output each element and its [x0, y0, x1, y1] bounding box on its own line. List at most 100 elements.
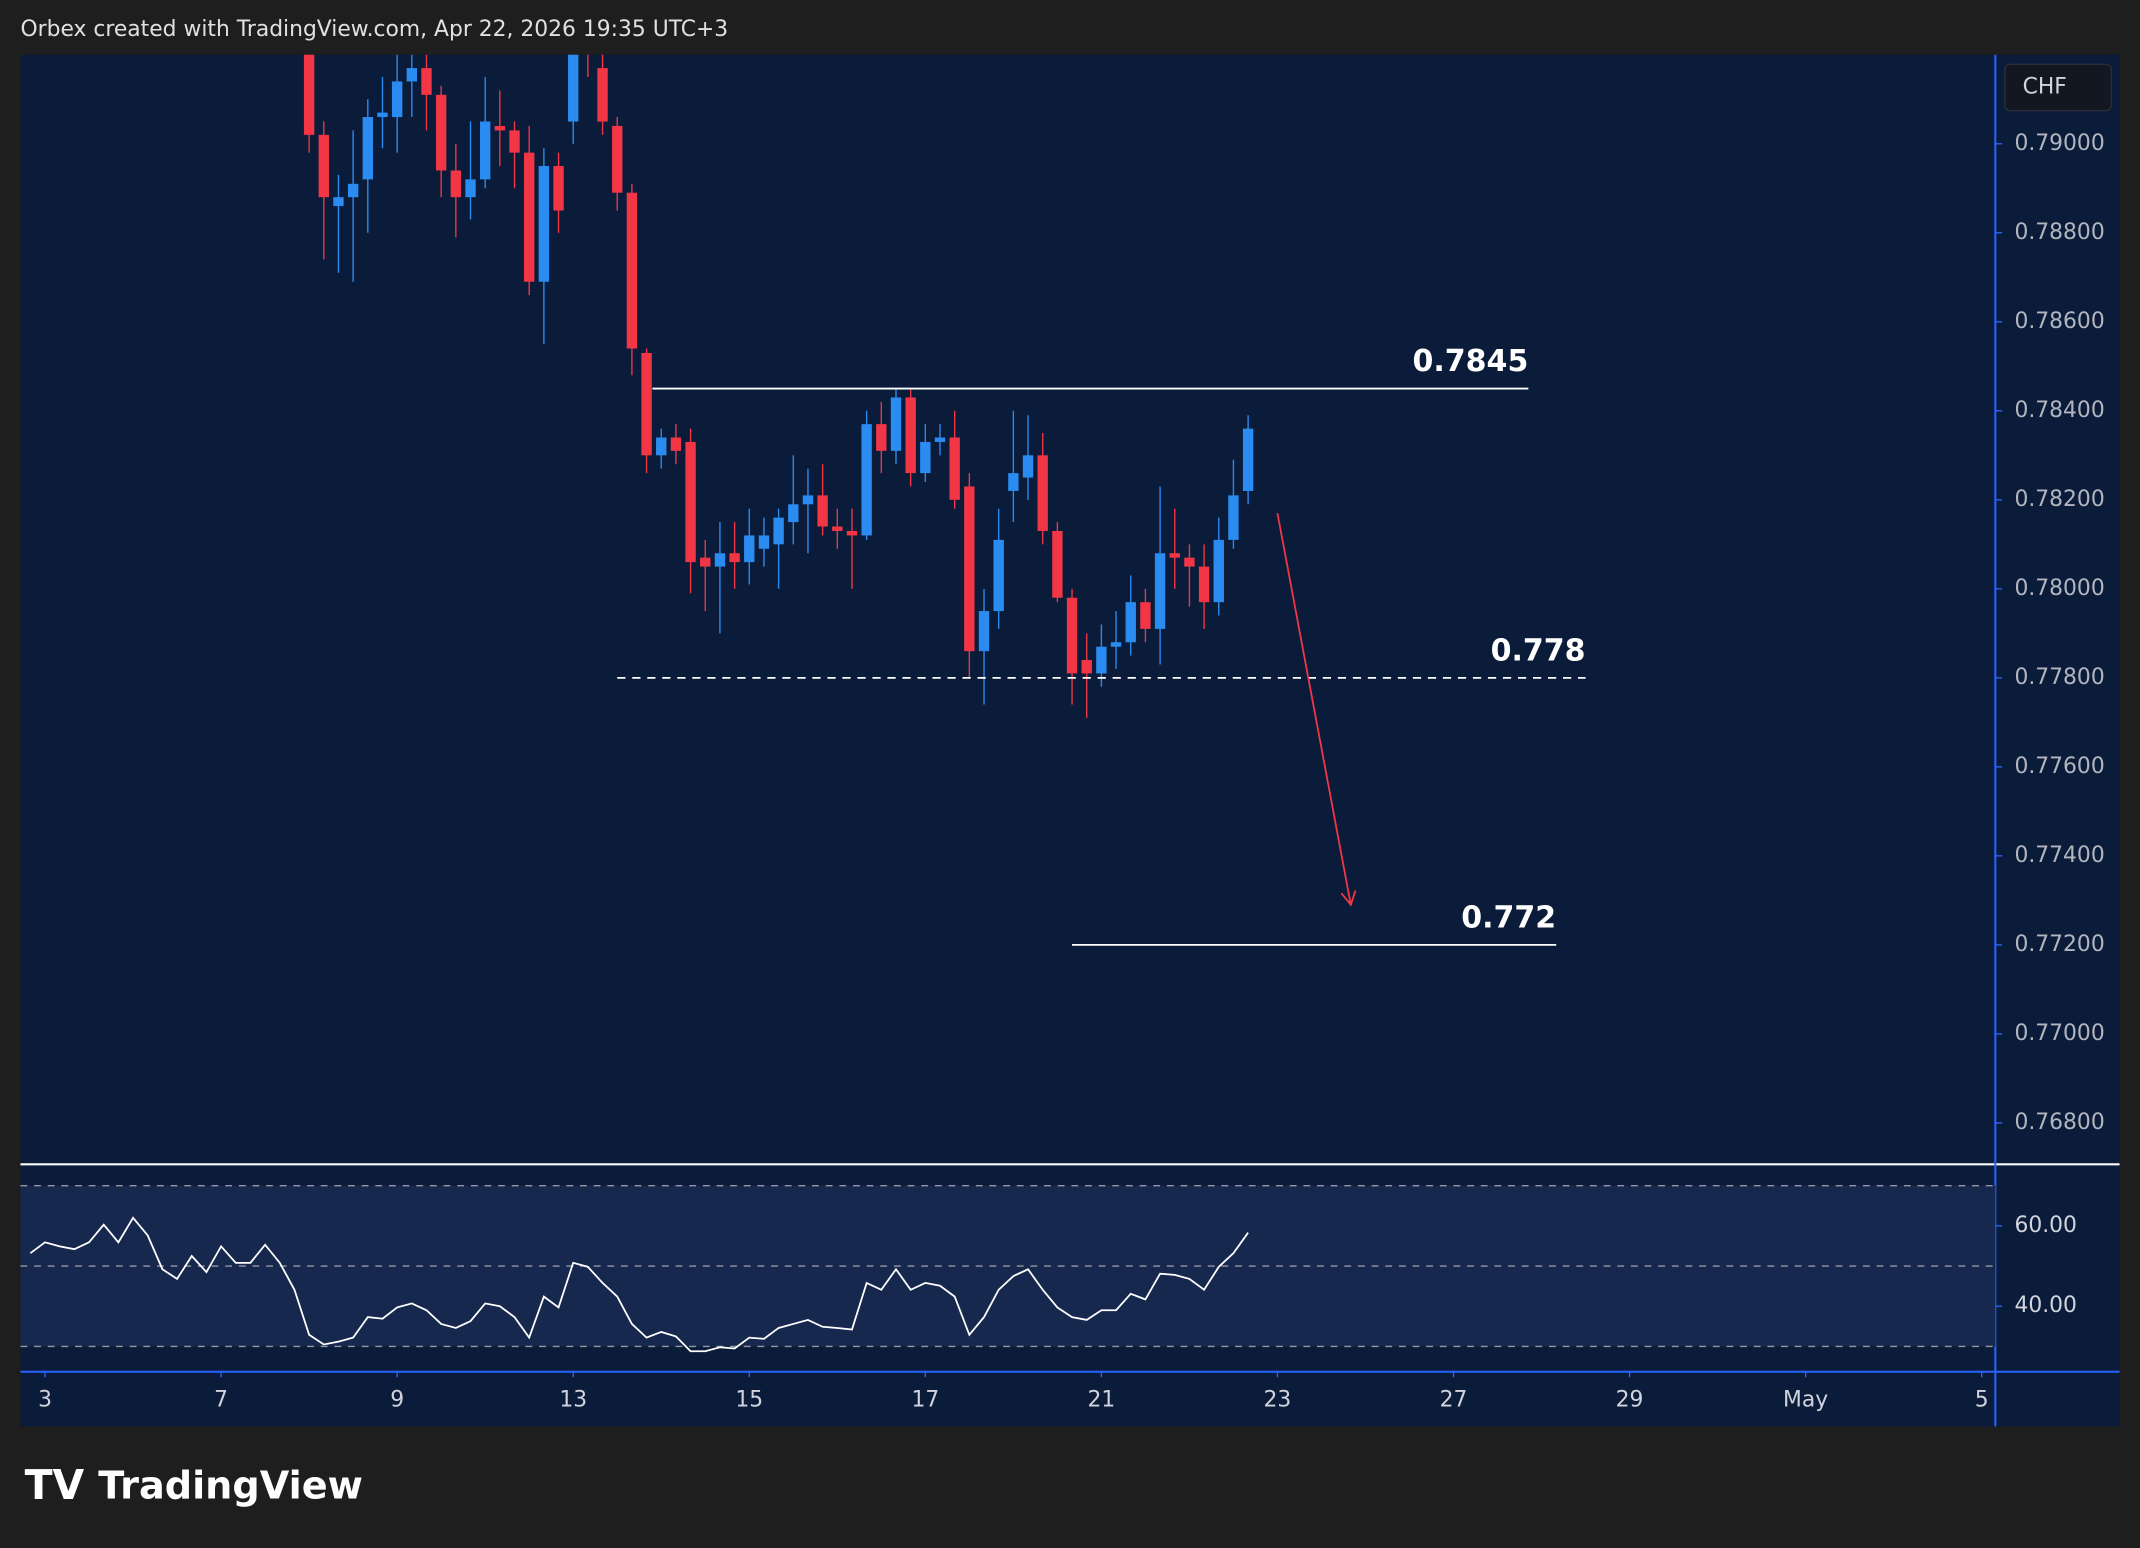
candle-body [421, 68, 432, 95]
candle-body [553, 166, 564, 211]
level-label: 0.772 [1461, 900, 1556, 935]
candle-body [758, 535, 770, 549]
candle-body [949, 437, 960, 500]
level-label: 0.778 [1491, 633, 1586, 668]
candle-body [377, 112, 388, 118]
candle-body [670, 437, 682, 451]
candle-body [1213, 539, 1224, 603]
annotations: 0.7845 0.778 0.772 [617, 344, 1586, 946]
candle-body [626, 192, 638, 349]
x-tick-label: 9 [390, 1387, 404, 1412]
x-tick-label: 7 [214, 1387, 228, 1412]
x-tick-label: 27 [1440, 1387, 1468, 1412]
y-tick-label: 60.00 [2014, 1213, 2077, 1238]
candle-body [1140, 602, 1151, 629]
candle-body [832, 526, 843, 531]
y-tick-label: 0.78600 [2014, 309, 2104, 334]
y-tick-label: 0.77000 [2014, 1021, 2104, 1046]
candle-body [876, 424, 887, 451]
candle-body [494, 125, 506, 131]
candle-body [406, 68, 418, 82]
candle-body [978, 611, 990, 652]
currency-label: CHF [2023, 75, 2067, 100]
arrow-head [1340, 890, 1357, 907]
x-tick-label: 3 [38, 1387, 52, 1412]
candles [303, 54, 1254, 718]
y-tick-label: 0.77200 [2014, 932, 2104, 957]
candle-body [568, 54, 579, 122]
candle-body [1154, 553, 1166, 629]
candle-body [391, 81, 403, 118]
candle-body [465, 179, 476, 198]
x-tick-label: May [1783, 1387, 1828, 1412]
candle-body [1184, 557, 1195, 567]
y-tick-label: 0.78400 [2014, 398, 2104, 423]
candle-body [362, 117, 373, 180]
candle-body [1125, 602, 1136, 643]
candle-body [773, 517, 784, 545]
candle-body [435, 94, 447, 171]
x-tick-label: 15 [735, 1387, 763, 1412]
x-tick-label: 29 [1616, 1387, 1644, 1412]
candle-body [846, 530, 858, 536]
x-tick-label: 13 [559, 1387, 587, 1412]
candle-body [1052, 530, 1063, 598]
x-tick-label: 5 [1975, 1387, 1989, 1412]
candle-body [993, 539, 1004, 612]
candle-body [934, 437, 946, 442]
y-tick-label: 0.77800 [2014, 665, 2104, 690]
candle-body [1242, 428, 1254, 491]
x-tick-label: 23 [1264, 1387, 1292, 1412]
candle-body [1228, 495, 1239, 540]
candle-body [612, 125, 623, 193]
y-tick-label: 0.78000 [2014, 576, 2104, 601]
logo: TV TradingView [25, 1461, 363, 1509]
header: Orbex created with TradingView.com, Apr … [20, 17, 728, 42]
candle-body [890, 397, 902, 451]
rsi [29, 1216, 1249, 1353]
candle-body [303, 54, 315, 135]
currency-box [2004, 63, 2113, 112]
candle-body [920, 441, 931, 474]
candle-body [685, 441, 696, 563]
candle-body [744, 535, 755, 563]
candle-body [802, 495, 814, 505]
rsi-line [29, 1216, 1249, 1353]
candle-body [1110, 642, 1122, 647]
y-tick-label: 0.77600 [2014, 754, 2104, 779]
logo-text: TradingView [98, 1464, 363, 1508]
candle-body [729, 553, 740, 563]
candle-body [1081, 660, 1092, 674]
candle-body [714, 553, 726, 567]
y-tick-label: 0.76800 [2014, 1110, 2104, 1135]
logo-mark: TV [25, 1461, 85, 1509]
price-axis-pane [1995, 54, 2120, 1427]
candle-body [1022, 455, 1034, 478]
candle-body [538, 166, 550, 282]
candle-body [524, 152, 535, 282]
candle-body [597, 68, 608, 122]
candle-body [1037, 455, 1048, 531]
candle-body [656, 437, 667, 456]
y-tick-label: 0.78800 [2014, 220, 2104, 245]
candle-body [318, 134, 329, 198]
y-tick-label: 0.77400 [2014, 843, 2104, 868]
candle-body [582, 54, 594, 55]
candle-body [347, 183, 359, 198]
candle-body [479, 121, 491, 180]
candle-body [450, 170, 462, 198]
candle-body [1008, 473, 1019, 491]
candle-body [964, 486, 975, 652]
candle-body [1096, 646, 1107, 674]
candle-body [1066, 597, 1078, 674]
candle-body [700, 557, 711, 567]
candle-body [509, 130, 520, 153]
candle-body [1198, 566, 1210, 603]
candle-body [788, 504, 799, 523]
x-tick-label: 21 [1087, 1387, 1115, 1412]
level-label: 0.7845 [1413, 344, 1529, 379]
y-tick-label: 40.00 [2014, 1293, 2077, 1318]
candle-body [905, 397, 916, 474]
candle-body [333, 197, 344, 207]
candle-body [1169, 553, 1180, 558]
